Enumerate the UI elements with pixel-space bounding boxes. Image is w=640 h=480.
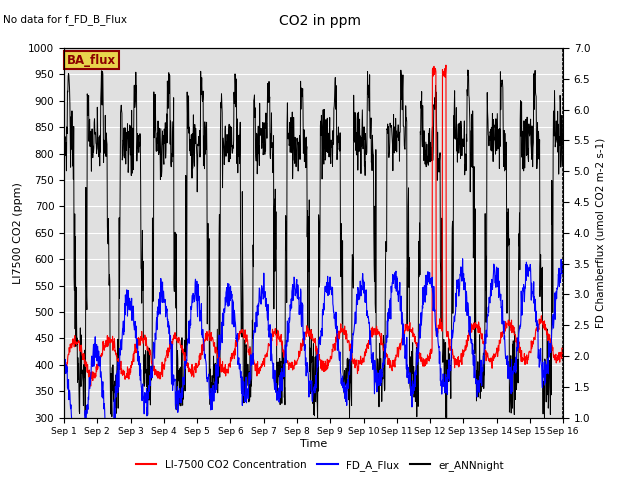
Line: LI-7500 CO2 Concentration: LI-7500 CO2 Concentration	[64, 65, 563, 386]
LI-7500 CO2 Concentration	[391, 364, 399, 370]
FD_A_Flux	[68, 425, 76, 431]
er_ANNnight	[60, 113, 68, 119]
FD_A_Flux	[227, 289, 235, 295]
er_ANNnight	[171, 229, 179, 235]
er_ANNnight	[500, 168, 508, 174]
Text: CO2 in ppm: CO2 in ppm	[279, 14, 361, 28]
FD_A_Flux	[500, 333, 508, 338]
LI-7500 CO2 Concentration	[87, 383, 95, 389]
LI-7500 CO2 Concentration	[457, 358, 465, 363]
FD_A_Flux	[391, 270, 399, 276]
LI-7500 CO2 Concentration	[172, 336, 179, 342]
er_ANNnight	[159, 142, 166, 147]
X-axis label: Time: Time	[300, 439, 327, 449]
Line: er_ANNnight: er_ANNnight	[64, 70, 563, 418]
FD_A_Flux	[559, 268, 567, 274]
LI-7500 CO2 Concentration	[559, 344, 567, 349]
Legend: LI-7500 CO2 Concentration, FD_A_Flux, er_ANNnight: LI-7500 CO2 Concentration, FD_A_Flux, er…	[131, 456, 509, 475]
FD_A_Flux	[456, 271, 464, 277]
Y-axis label: FD Chamberflux (umol CO2 m-2 s-1): FD Chamberflux (umol CO2 m-2 s-1)	[596, 138, 606, 328]
er_ANNnight	[456, 125, 464, 131]
Y-axis label: LI7500 CO2 (ppm): LI7500 CO2 (ppm)	[13, 182, 22, 284]
Text: No data for f_FD_B_Flux: No data for f_FD_B_Flux	[3, 14, 127, 25]
LI-7500 CO2 Concentration	[442, 62, 450, 68]
FD_A_Flux	[159, 288, 167, 294]
LI-7500 CO2 Concentration	[60, 373, 68, 379]
FD_A_Flux	[172, 402, 179, 408]
Line: FD_A_Flux: FD_A_Flux	[64, 259, 563, 428]
er_ANNnight	[391, 139, 399, 144]
er_ANNnight	[227, 126, 235, 132]
Text: BA_flux: BA_flux	[67, 54, 116, 67]
er_ANNnight	[314, 415, 321, 420]
LI-7500 CO2 Concentration	[227, 355, 235, 360]
er_ANNnight	[464, 67, 472, 73]
LI-7500 CO2 Concentration	[500, 325, 508, 331]
LI-7500 CO2 Concentration	[159, 362, 167, 368]
FD_A_Flux	[60, 343, 68, 348]
er_ANNnight	[559, 154, 567, 159]
FD_A_Flux	[459, 256, 467, 262]
